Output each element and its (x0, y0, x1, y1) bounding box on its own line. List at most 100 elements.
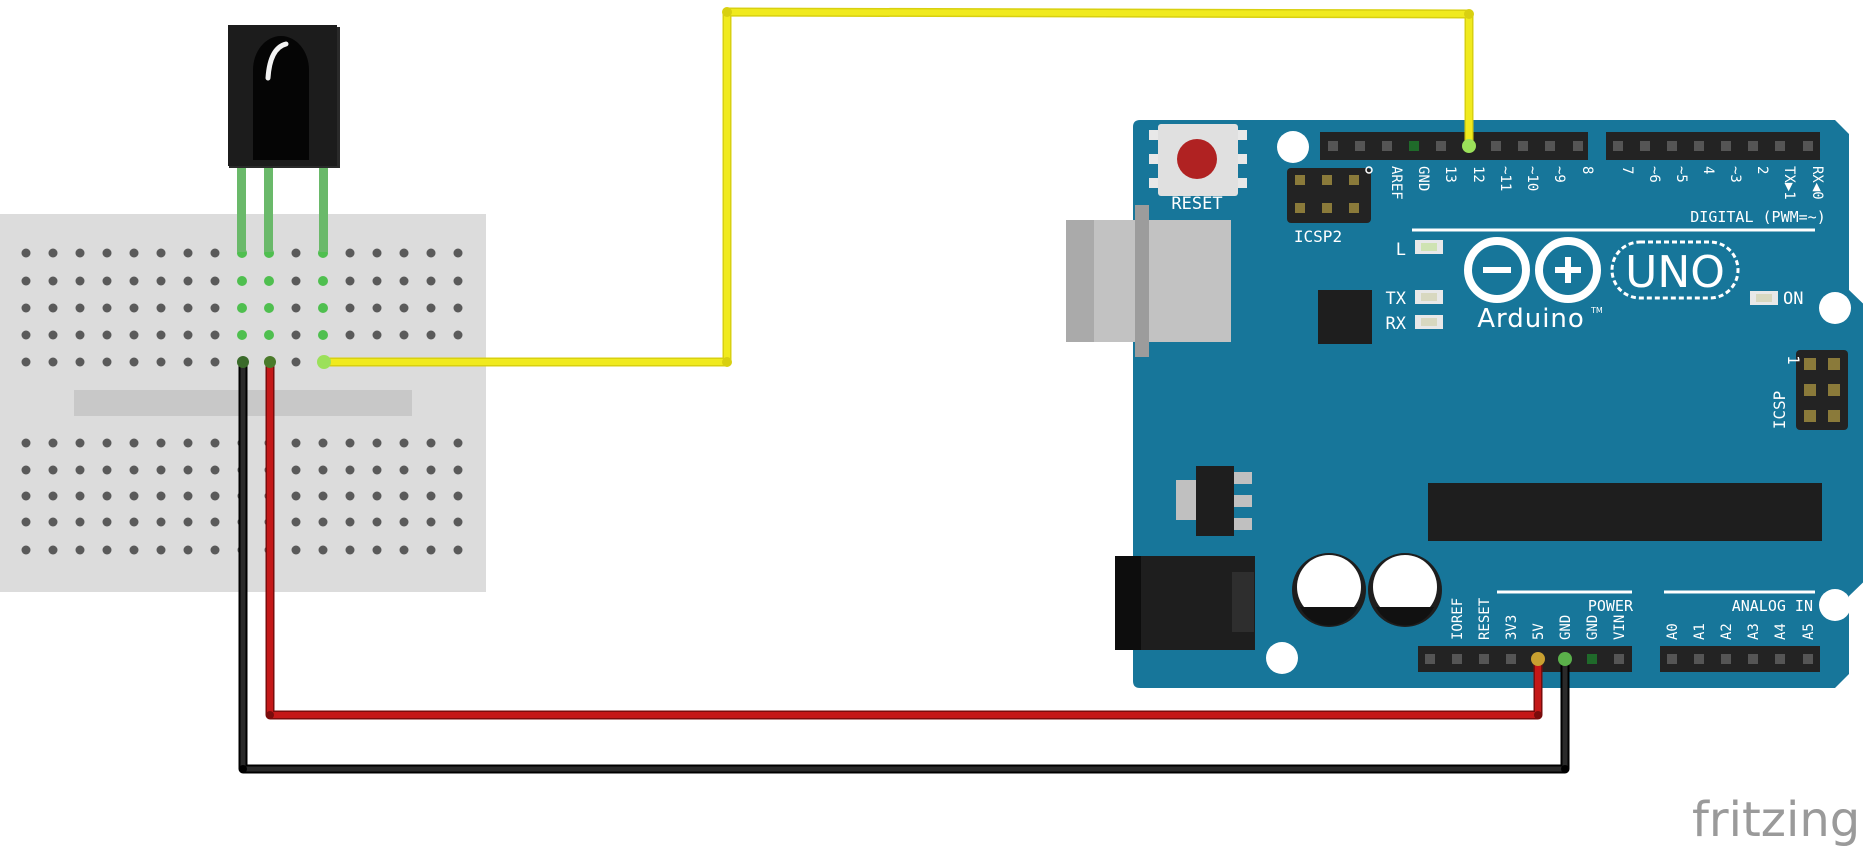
breadboard-hole (399, 248, 409, 258)
power-pin-socket[interactable] (1452, 654, 1462, 664)
breadboard-hole (102, 276, 112, 286)
power-pin-socket[interactable] (1587, 654, 1597, 664)
breadboard-hole (264, 276, 274, 286)
breadboard-hole (399, 330, 409, 340)
led-l-label: L (1396, 240, 1406, 260)
breadboard-hole (453, 491, 463, 501)
digital-pin-label: 8 (1579, 166, 1595, 174)
digital-pin-socket[interactable] (1409, 141, 1419, 151)
power-header-label: POWER (1588, 597, 1634, 615)
digital-pin-socket[interactable] (1436, 141, 1446, 151)
breadboard-hole (75, 438, 85, 448)
digital-pin-socket[interactable] (1545, 141, 1555, 151)
breadboard-hole (183, 465, 193, 475)
signal-wire-endpoint (317, 355, 331, 369)
breadboard-hole (426, 465, 436, 475)
usb-interface-chip (1318, 290, 1372, 344)
digital-pin-label: RX◀0 (1809, 166, 1825, 200)
mounting-hole (1277, 131, 1309, 163)
usb-connector-flange (1135, 205, 1149, 357)
breadboard-hole (399, 465, 409, 475)
reset-button-cap[interactable] (1177, 139, 1217, 179)
digital-pin-socket[interactable] (1491, 141, 1501, 151)
pin-5v-connected (1531, 652, 1545, 666)
digital-pin-socket[interactable] (1328, 141, 1338, 151)
wire-power[interactable] (265, 362, 1543, 720)
digital-pin-socket[interactable] (1803, 141, 1813, 151)
power-pin-socket[interactable] (1479, 654, 1489, 664)
breadboard-hole (129, 438, 139, 448)
analog-pin-socket[interactable] (1748, 654, 1758, 664)
analog-pin-label: A1 (1692, 623, 1708, 640)
breadboard-hole (453, 248, 463, 258)
breadboard-hole (129, 465, 139, 475)
analog-pin-socket[interactable] (1803, 654, 1813, 664)
breadboard-hole (210, 438, 220, 448)
led-on-label: ON (1783, 289, 1803, 309)
digital-pin-socket[interactable] (1573, 141, 1583, 151)
analog-pin-label: A0 (1665, 623, 1681, 640)
breadboard-hole (237, 276, 247, 286)
analog-pin-socket[interactable] (1667, 654, 1677, 664)
reset-label: RESET (1171, 194, 1222, 214)
digital-pin-socket[interactable] (1748, 141, 1758, 151)
power-wire-endpoint (264, 356, 276, 368)
power-analog-pin-sockets (1425, 654, 1813, 664)
breadboard-hole (345, 465, 355, 475)
digital-pin-label: AREF (1388, 166, 1404, 200)
breadboard-hole (372, 303, 382, 313)
breadboard-hole (399, 491, 409, 501)
digital-pin-label: 12 (1470, 166, 1486, 183)
power-pin-socket[interactable] (1425, 654, 1435, 664)
digital-pin-socket[interactable] (1518, 141, 1528, 151)
breadboard-hole (75, 276, 85, 286)
icsp2-header (1287, 168, 1371, 223)
breadboard-hole (75, 517, 85, 527)
breadboard-hole (345, 276, 355, 286)
wire-signal[interactable] (324, 7, 1474, 367)
analog-pin-socket[interactable] (1775, 654, 1785, 664)
analog-pin-socket[interactable] (1721, 654, 1731, 664)
breadboard-hole (210, 517, 220, 527)
digital-pin-socket[interactable] (1775, 141, 1785, 151)
breadboard-hole (318, 491, 328, 501)
breadboard-hole (426, 330, 436, 340)
breadboard-hole (210, 357, 220, 367)
breadboard-hole (372, 438, 382, 448)
breadboard-hole (102, 491, 112, 501)
breadboard-hole (102, 303, 112, 313)
breadboard-hole (210, 248, 220, 258)
wire-ground[interactable] (238, 362, 1570, 774)
digital-pin-socket[interactable] (1694, 141, 1704, 151)
breadboard-hole (183, 330, 193, 340)
breadboard-hole (48, 545, 58, 555)
breadboard-hole (102, 248, 112, 258)
digital-pin-socket[interactable] (1382, 141, 1392, 151)
breadboard-hole (129, 545, 139, 555)
breadboard-hole (129, 248, 139, 258)
sensor-leg (237, 160, 246, 252)
reset-button[interactable] (1149, 124, 1247, 196)
model-label: UNO (1625, 247, 1725, 298)
digital-pin-socket[interactable] (1613, 141, 1623, 151)
breadboard-hole (291, 303, 301, 313)
breadboard-hole (48, 357, 58, 367)
power-pin-socket[interactable] (1506, 654, 1516, 664)
breadboard-hole (183, 517, 193, 527)
digital-pin-socket[interactable] (1721, 141, 1731, 151)
breadboard-hole (21, 465, 31, 475)
analog-pin-label: A4 (1773, 623, 1789, 640)
led-rx-label: RX (1386, 314, 1407, 334)
digital-pin-socket[interactable] (1667, 141, 1677, 151)
power-pin-label: GND (1585, 615, 1601, 640)
breadboard-hole (129, 276, 139, 286)
analog-pin-socket[interactable] (1694, 654, 1704, 664)
digital-pin-labels: AREF GND 13 12 ~11 ~10 ~9 8 7 ~6 ~5 4 ~3 2 TX▶1 RX◀0 (1388, 166, 1825, 200)
breadboard-hole (75, 545, 85, 555)
arduino-logo (1464, 237, 1601, 303)
breadboard-hole (453, 438, 463, 448)
power-pin-socket[interactable] (1614, 654, 1624, 664)
digital-pin-socket[interactable] (1640, 141, 1650, 151)
capacitor (1292, 553, 1366, 627)
digital-pin-socket[interactable] (1355, 141, 1365, 151)
